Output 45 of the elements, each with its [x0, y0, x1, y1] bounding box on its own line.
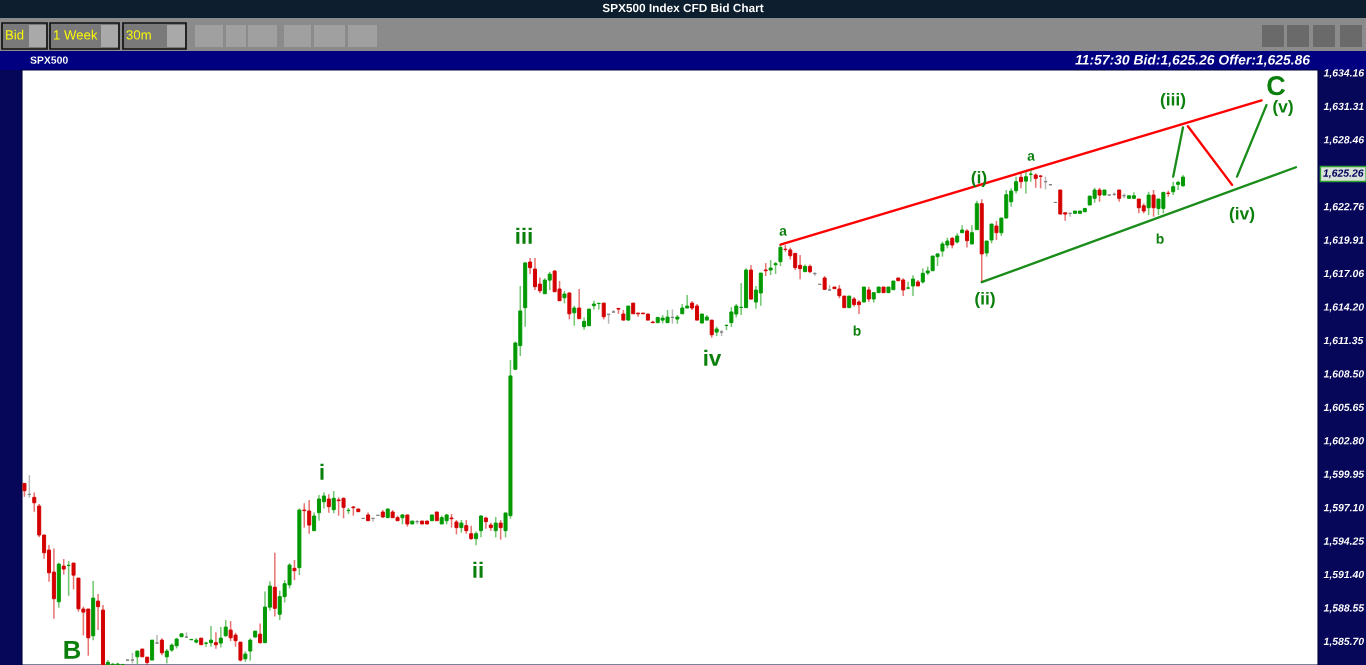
y-tick-label: 1,608.50: [1323, 370, 1364, 380]
candlestick: [856, 299, 862, 315]
chart-title: SPX500 Index CFD Bid Chart: [602, 3, 764, 13]
candlestick: [1028, 169, 1033, 183]
annotation: (ii): [975, 291, 995, 309]
y-tick-label: 1,591.40: [1323, 570, 1364, 580]
annotation: C: [1267, 76, 1286, 96]
y-tick-label: 1,628.46: [1323, 136, 1365, 145]
candlestick: [154, 634, 160, 645]
y-tick-label: 1,631.31: [1323, 102, 1364, 112]
y-tick-label: 1,605.65: [1323, 403, 1365, 413]
y-tick-label: 1,602.80: [1323, 437, 1364, 446]
chart-subtitle: SPX500: [30, 56, 68, 64]
y-tick-label: 1,617.06: [1323, 269, 1365, 279]
y-tick-label: 1,597.10: [1323, 503, 1364, 513]
annotation: iii: [516, 227, 532, 244]
annotation: a: [779, 228, 787, 236]
annotation: ii: [473, 561, 483, 578]
y-tick-label: 1,585.70: [1323, 637, 1364, 647]
candlestick: [213, 631, 218, 650]
annotation: i: [320, 463, 324, 480]
annotation: (iv): [1229, 206, 1255, 224]
candlestick: [150, 639, 155, 661]
annotation: (iii): [1160, 92, 1186, 110]
annotation: B: [64, 640, 81, 659]
annotation: b: [1156, 233, 1164, 244]
y-tick-label: 1,634.16: [1323, 69, 1365, 79]
text: 1 Week: [54, 29, 98, 40]
y-tick-label: 1,622.76: [1323, 202, 1365, 212]
annotation: a: [1027, 153, 1035, 161]
text: 1,625.26: [1323, 169, 1364, 179]
annotation: (v): [1273, 99, 1293, 117]
candlestick: [596, 302, 601, 311]
y-tick-label: 1,594.25: [1323, 537, 1365, 547]
y-tick-label: 1,599.95: [1323, 470, 1365, 480]
y-tick-label: 1,611.35: [1323, 336, 1364, 346]
annotation: b: [853, 325, 861, 336]
text: 30m: [126, 30, 151, 40]
y-tick-label: 1,619.91: [1323, 236, 1364, 246]
annotation: iv: [704, 349, 722, 366]
y-tick-label: 1,614.20: [1323, 303, 1364, 313]
annotation: (i): [971, 170, 987, 188]
y-tick-label: 1,588.55: [1323, 604, 1365, 614]
text: 11:57:30 Bid:1,625.26 Offer:1,625.86: [1075, 54, 1311, 67]
text: Bid: [6, 29, 24, 40]
